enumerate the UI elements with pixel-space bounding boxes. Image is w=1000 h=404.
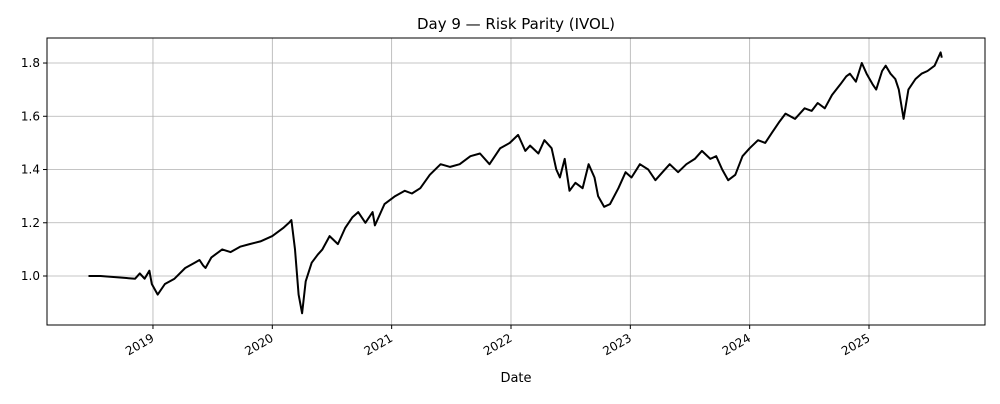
x-tick-label: 2024 xyxy=(720,331,753,358)
plot-frame xyxy=(46,37,986,326)
x-tick-label: 2023 xyxy=(600,331,633,358)
x-axis-label: Date xyxy=(500,371,531,386)
x-tick-label: 2021 xyxy=(362,331,395,358)
x-tick-label: 2025 xyxy=(839,331,872,358)
line-series xyxy=(88,51,943,315)
y-tick-label: 1.4 xyxy=(21,163,40,177)
chart-title: Day 9 — Risk Parity (IVOL) xyxy=(417,15,615,33)
x-tick-label: 2022 xyxy=(481,331,514,358)
x-tick-label: 2020 xyxy=(242,331,275,358)
y-tick-label: 1.8 xyxy=(21,56,40,70)
y-tick-label: 1.0 xyxy=(21,269,40,283)
y-tick-label: 1.2 xyxy=(21,216,40,230)
y-tick-label: 1.6 xyxy=(21,109,40,123)
x-tick-label: 2019 xyxy=(123,331,156,358)
